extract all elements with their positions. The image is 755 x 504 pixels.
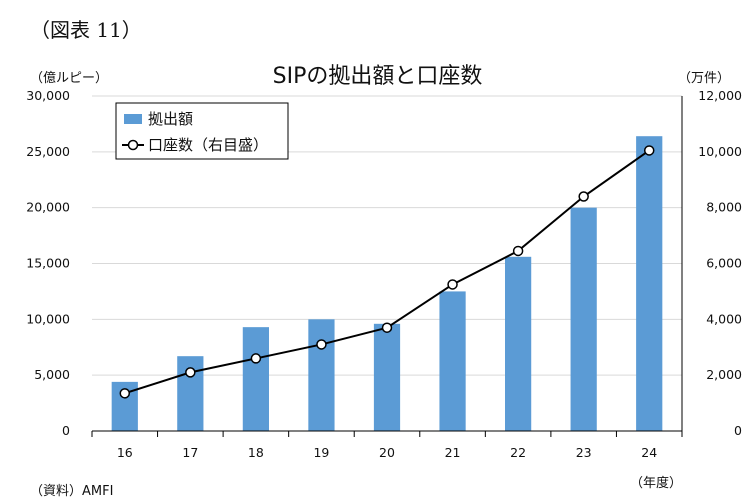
y-right-tick-label: 12,000: [698, 88, 742, 103]
source-note: （資料）AMFI: [30, 484, 114, 499]
bar: [570, 207, 597, 431]
legend-swatch-marker: [127, 139, 139, 151]
y-left-tick-label: 5,000: [34, 367, 70, 382]
x-tick-label: 21: [445, 445, 461, 460]
legend-swatch-bars: [124, 114, 142, 124]
y-right-tick-label: 8,000: [706, 200, 742, 215]
y-left-tick-label: 10,000: [26, 311, 70, 326]
bar: [439, 291, 466, 431]
x-tick-label: 22: [510, 445, 526, 460]
y-right-unit-label: （万件）: [678, 71, 731, 86]
line-point: [512, 245, 524, 257]
line-point: [250, 353, 262, 364]
y-left-tick-label: 25,000: [26, 144, 70, 159]
y-left-tick-label: 20,000: [26, 200, 70, 215]
x-tick-label: 17: [182, 445, 198, 460]
x-tick-label: 20: [379, 445, 395, 460]
chart-title: SIPの拠出額と口座数: [272, 64, 483, 89]
x-tick-label: 16: [117, 445, 133, 460]
line-point: [578, 191, 589, 202]
y-left-tick-label: 0: [62, 423, 70, 438]
x-tick-label: 18: [248, 445, 264, 460]
legend-box: [115, 102, 289, 160]
line-point: [381, 322, 393, 333]
y-left-tick-label: 15,000: [26, 256, 70, 271]
y-right-tick-label: 0: [734, 423, 742, 438]
line-point: [447, 279, 458, 290]
legend-label-bars: 拠出額: [148, 110, 193, 128]
x-tick-label: 19: [313, 445, 329, 460]
line-point: [119, 388, 131, 399]
y-right-tick-label: 2,000: [706, 367, 742, 382]
y-right-tick-label: 10,000: [698, 144, 742, 159]
figure-label: （図表 11）: [30, 18, 142, 42]
bar: [308, 319, 335, 431]
line-point: [185, 367, 196, 378]
y-right-tick-label: 4,000: [706, 311, 742, 326]
bar: [636, 136, 663, 431]
x-tick-label: 23: [576, 445, 592, 460]
x-unit-label: （年度）: [630, 476, 683, 491]
bar: [242, 327, 269, 431]
legend-label-line: 口座数（右目盛）: [148, 136, 268, 154]
y-left-tick-label: 30,000: [26, 88, 70, 103]
bar: [373, 323, 401, 431]
line-point: [643, 145, 655, 156]
y-left-unit-label: （億ルピー）: [30, 71, 109, 86]
x-tick-label: 24: [641, 445, 657, 460]
line-point: [316, 339, 327, 350]
y-right-tick-label: 6,000: [706, 256, 742, 271]
bar: [505, 256, 532, 431]
